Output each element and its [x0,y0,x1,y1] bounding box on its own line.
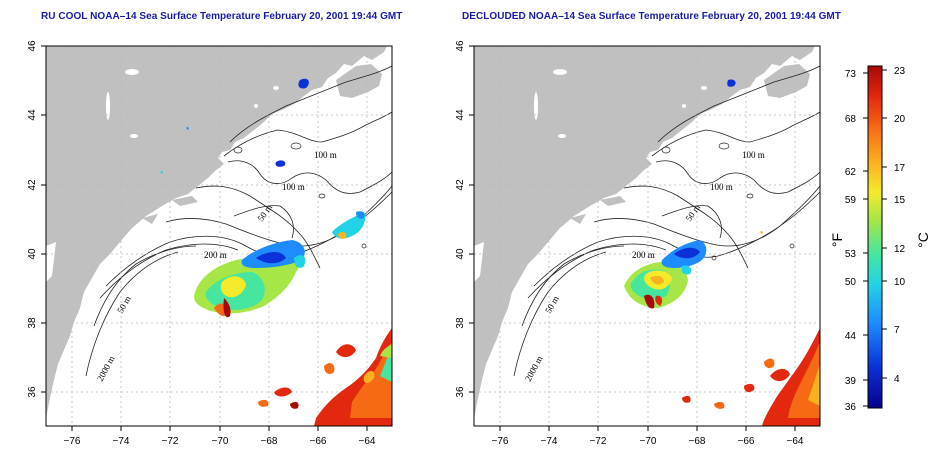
lat-tick: 46 [455,40,466,52]
lat-tick: 36 [455,386,466,398]
lat-tick: 44 [27,109,38,121]
temperature-colorbar: 73 68 62 59 53 50 44 39 36 23 20 17 15 1… [829,65,931,413]
contour-label-100m-b: 100 m [282,182,305,192]
f-tick: 68 [845,114,857,125]
lon-tick: −64 [787,436,804,447]
c-tick: 4 [894,374,900,385]
lat-tick: 40 [27,248,38,260]
f-tick: 36 [845,402,857,413]
lon-tick: −68 [689,436,706,447]
left-map-y-axis: 46 44 42 40 38 36 [27,40,38,398]
lat-tick: 44 [455,109,466,121]
lat-tick: 36 [27,386,38,398]
lon-tick: −74 [113,436,130,447]
c-tick: 20 [894,114,906,125]
lon-tick: −76 [492,436,509,447]
lon-tick: −72 [162,436,179,447]
f-tick: 50 [845,277,857,288]
c-tick: 10 [894,277,906,288]
contour-label-100m-b: 100 m [710,182,733,192]
f-tick: 59 [845,195,857,206]
lat-tick: 40 [455,248,466,260]
lat-tick: 42 [455,179,466,191]
lon-tick: −74 [541,436,558,447]
colorbar-unit-f: °F [829,233,845,247]
lat-tick: 42 [27,179,38,191]
colorbar-unit-c: °C [915,232,931,248]
c-tick: 7 [894,325,900,336]
right-map-y-axis: 46 44 42 40 38 36 [455,40,466,398]
right-map-grid [474,46,820,426]
left-map-panel: 100 m 100 m 50 m 200 m 50 m 2000 m −76 −… [27,40,393,447]
c-tick: 23 [894,66,906,77]
c-tick: 17 [894,163,906,174]
f-tick: 62 [845,167,857,178]
lat-tick: 38 [455,317,466,329]
f-tick: 73 [845,69,857,80]
colorbar-celsius-ticks: 23 20 17 15 12 10 7 4 [894,66,906,385]
right-map-x-axis: −76 −74 −72 −70 −68 −66 −64 [492,436,804,447]
lat-tick: 46 [27,40,38,52]
left-map-grid [46,46,392,426]
f-tick: 53 [845,249,857,260]
f-tick: 44 [845,331,857,342]
lon-tick: −64 [359,436,376,447]
right-map-sst-patches [624,79,820,426]
left-map-title: RU COOL NOAA–14 Sea Surface Temperature … [41,11,403,22]
right-map-title: DECLOUDED NOAA–14 Sea Surface Temperatur… [462,11,841,22]
lon-tick: −72 [590,436,607,447]
lat-tick: 38 [27,317,38,329]
left-map-frame [45,45,393,427]
lon-tick: −66 [738,436,755,447]
contour-label-200m: 200 m [632,250,655,260]
contour-label-100m-a: 100 m [742,150,765,160]
left-map-x-axis: −76 −74 −72 −70 −68 −66 −64 [64,436,376,447]
lon-tick: −70 [212,436,229,447]
lon-tick: −68 [261,436,278,447]
right-map-frame [473,45,821,427]
c-tick: 12 [894,244,906,255]
colorbar-fahrenheit-ticks: 73 68 62 59 53 50 44 39 36 [845,69,857,413]
right-map-panel: 100 m 100 m 50 m 200 m 50 m 2000 m −76 −… [455,40,821,447]
lon-tick: −70 [640,436,657,447]
left-map-sst-patches [160,78,392,426]
contour-label-100m-a: 100 m [314,150,337,160]
c-tick: 15 [894,195,906,206]
f-tick: 39 [845,376,857,387]
colorbar-gradient [867,65,883,409]
lon-tick: −76 [64,436,81,447]
lon-tick: −66 [310,436,327,447]
contour-label-200m: 200 m [204,250,227,260]
